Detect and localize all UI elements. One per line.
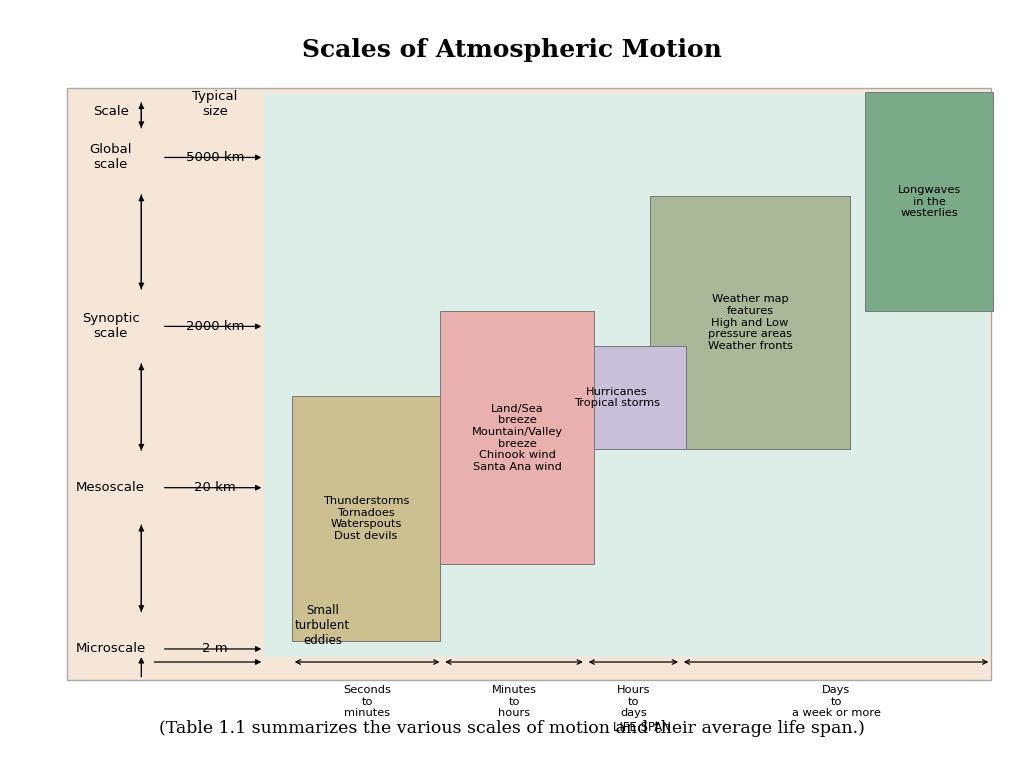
Text: Weather map
features
High and Low
pressure areas
Weather fronts: Weather map features High and Low pressu… [708,294,793,351]
Text: Longwaves
in the
westerlies: Longwaves in the westerlies [898,185,961,218]
Text: 20 km: 20 km [195,482,236,494]
Text: Scale: Scale [92,105,129,118]
Text: Scales of Atmospheric Motion: Scales of Atmospheric Motion [302,38,722,62]
Bar [548,346,686,449]
Text: Small
turbulent
eddies: Small turbulent eddies [295,604,350,647]
Text: Seconds
to
minutes: Seconds to minutes [343,685,391,718]
Text: 2000 km: 2000 km [185,320,245,333]
Text: 5000 km: 5000 km [185,151,245,164]
Text: Hours
to
days: Hours to days [616,685,650,718]
Bar [264,94,988,657]
Bar [292,396,440,641]
Text: Mesoscale: Mesoscale [76,482,145,494]
Bar [865,92,993,311]
Text: LIFE SPAN: LIFE SPAN [612,721,671,733]
Text: 2 m: 2 m [202,643,228,655]
Text: Global
scale: Global scale [89,144,132,171]
Text: Hurricanes
Tropical storms: Hurricanes Tropical storms [574,386,659,409]
Text: Days
to
a week or more: Days to a week or more [792,685,881,718]
Text: (Table 1.1 summarizes the various scales of motion and their average life span.): (Table 1.1 summarizes the various scales… [159,720,865,737]
Text: Minutes
to
hours: Minutes to hours [492,685,537,718]
Text: Typical
size: Typical size [193,90,238,118]
Text: Land/Sea
breeze
Mountain/Valley
breeze
Chinook wind
Santa Ana wind: Land/Sea breeze Mountain/Valley breeze C… [472,404,562,472]
Text: Synoptic
scale: Synoptic scale [82,313,139,340]
Text: Microscale: Microscale [76,643,145,655]
Bar [650,196,850,449]
Bar [67,88,991,680]
Text: Thunderstorms
Tornadoes
Waterspouts
Dust devils: Thunderstorms Tornadoes Waterspouts Dust… [323,496,410,541]
Bar [440,311,594,564]
